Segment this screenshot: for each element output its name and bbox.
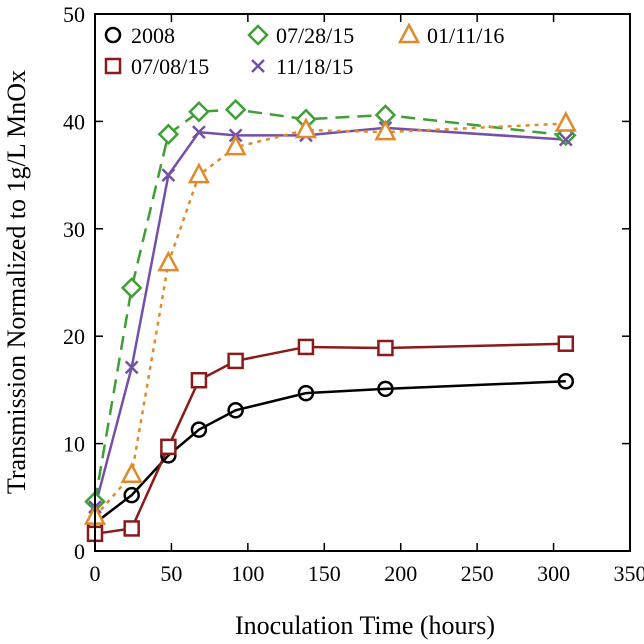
legend-item: 07/28/15 (247, 23, 354, 48)
y-tick-label: 50 (63, 2, 85, 27)
legend-marker (397, 22, 421, 44)
legend-label: 11/18/15 (276, 54, 353, 79)
data-point (120, 462, 143, 483)
y-tick-label: 20 (63, 324, 85, 349)
data-point (160, 438, 177, 456)
data-point (558, 132, 573, 147)
legend-marker (104, 26, 122, 44)
legend-label: 07/08/15 (131, 54, 209, 79)
y-tick-label: 30 (63, 217, 85, 242)
legend: 2008 07/28/15 01/11/16 07/08/15 11/18/15 (104, 22, 504, 79)
data-point (557, 335, 575, 352)
legend-item: 07/08/15 (104, 54, 209, 79)
x-tick-label: 200 (384, 561, 417, 586)
data-point (123, 520, 140, 537)
series-3 (93, 126, 566, 508)
x-tick-label: 150 (308, 561, 341, 586)
series-markers-2 (84, 98, 577, 513)
x-tick-label: 50 (160, 561, 182, 586)
series-1 (94, 342, 566, 536)
data-point (554, 110, 577, 132)
x-tick-label: 100 (231, 561, 264, 586)
data-point (187, 162, 211, 184)
series-4 (94, 122, 566, 518)
series-line (93, 126, 566, 508)
data-point (190, 421, 208, 438)
data-point (123, 486, 140, 504)
data-point (557, 373, 575, 390)
series-line (94, 122, 566, 518)
legend-item: 2008 (104, 23, 175, 48)
data-point (124, 360, 139, 375)
data-point (224, 134, 247, 156)
axes: 0 50 100 150 200 250 300 350 0 10 20 30 40 50 (63, 2, 644, 586)
legend-label: 01/11/16 (427, 23, 504, 48)
legend-label: 07/28/15 (276, 23, 354, 48)
data-point (227, 402, 244, 419)
y-tick-label: 10 (63, 432, 85, 457)
x-tick-label: 250 (461, 561, 494, 586)
data-point (227, 352, 244, 370)
data-point (190, 371, 208, 389)
data-point (297, 384, 315, 402)
series-line (93, 108, 566, 502)
legend-marker (247, 24, 269, 46)
x-tick-label: 0 (90, 561, 101, 586)
legend-marker (251, 59, 265, 73)
x-tick-label: 300 (537, 561, 570, 586)
legend-item: 11/18/15 (251, 54, 353, 79)
series-markers-1 (86, 335, 575, 543)
data-point (374, 119, 397, 141)
series-line (94, 380, 566, 525)
legend-label: 2008 (131, 23, 175, 48)
legend-item: 01/11/16 (397, 22, 504, 48)
y-tick-label: 0 (74, 539, 85, 564)
x-tick-label: 350 (614, 561, 644, 586)
data-point (192, 125, 206, 140)
data-point (224, 98, 247, 121)
legend-marker (104, 57, 122, 75)
data-point (157, 123, 180, 146)
series-2 (93, 108, 566, 502)
y-tick-label: 40 (63, 109, 85, 134)
data-point (157, 250, 180, 272)
y-axis-label: Transmission Normalized to 1g/L MnOx (2, 70, 31, 494)
x-axis-label: Inoculation Time (hours) (235, 611, 495, 640)
data-point (161, 168, 176, 182)
plot-frame (94, 13, 631, 552)
series-0 (94, 380, 566, 525)
data-point (188, 100, 210, 123)
data-point (377, 339, 394, 357)
series-line (94, 342, 566, 536)
data-point (120, 277, 143, 299)
data-point (377, 380, 394, 398)
data-point (297, 338, 315, 356)
plot-area (83, 98, 577, 543)
data-point (294, 117, 318, 139)
